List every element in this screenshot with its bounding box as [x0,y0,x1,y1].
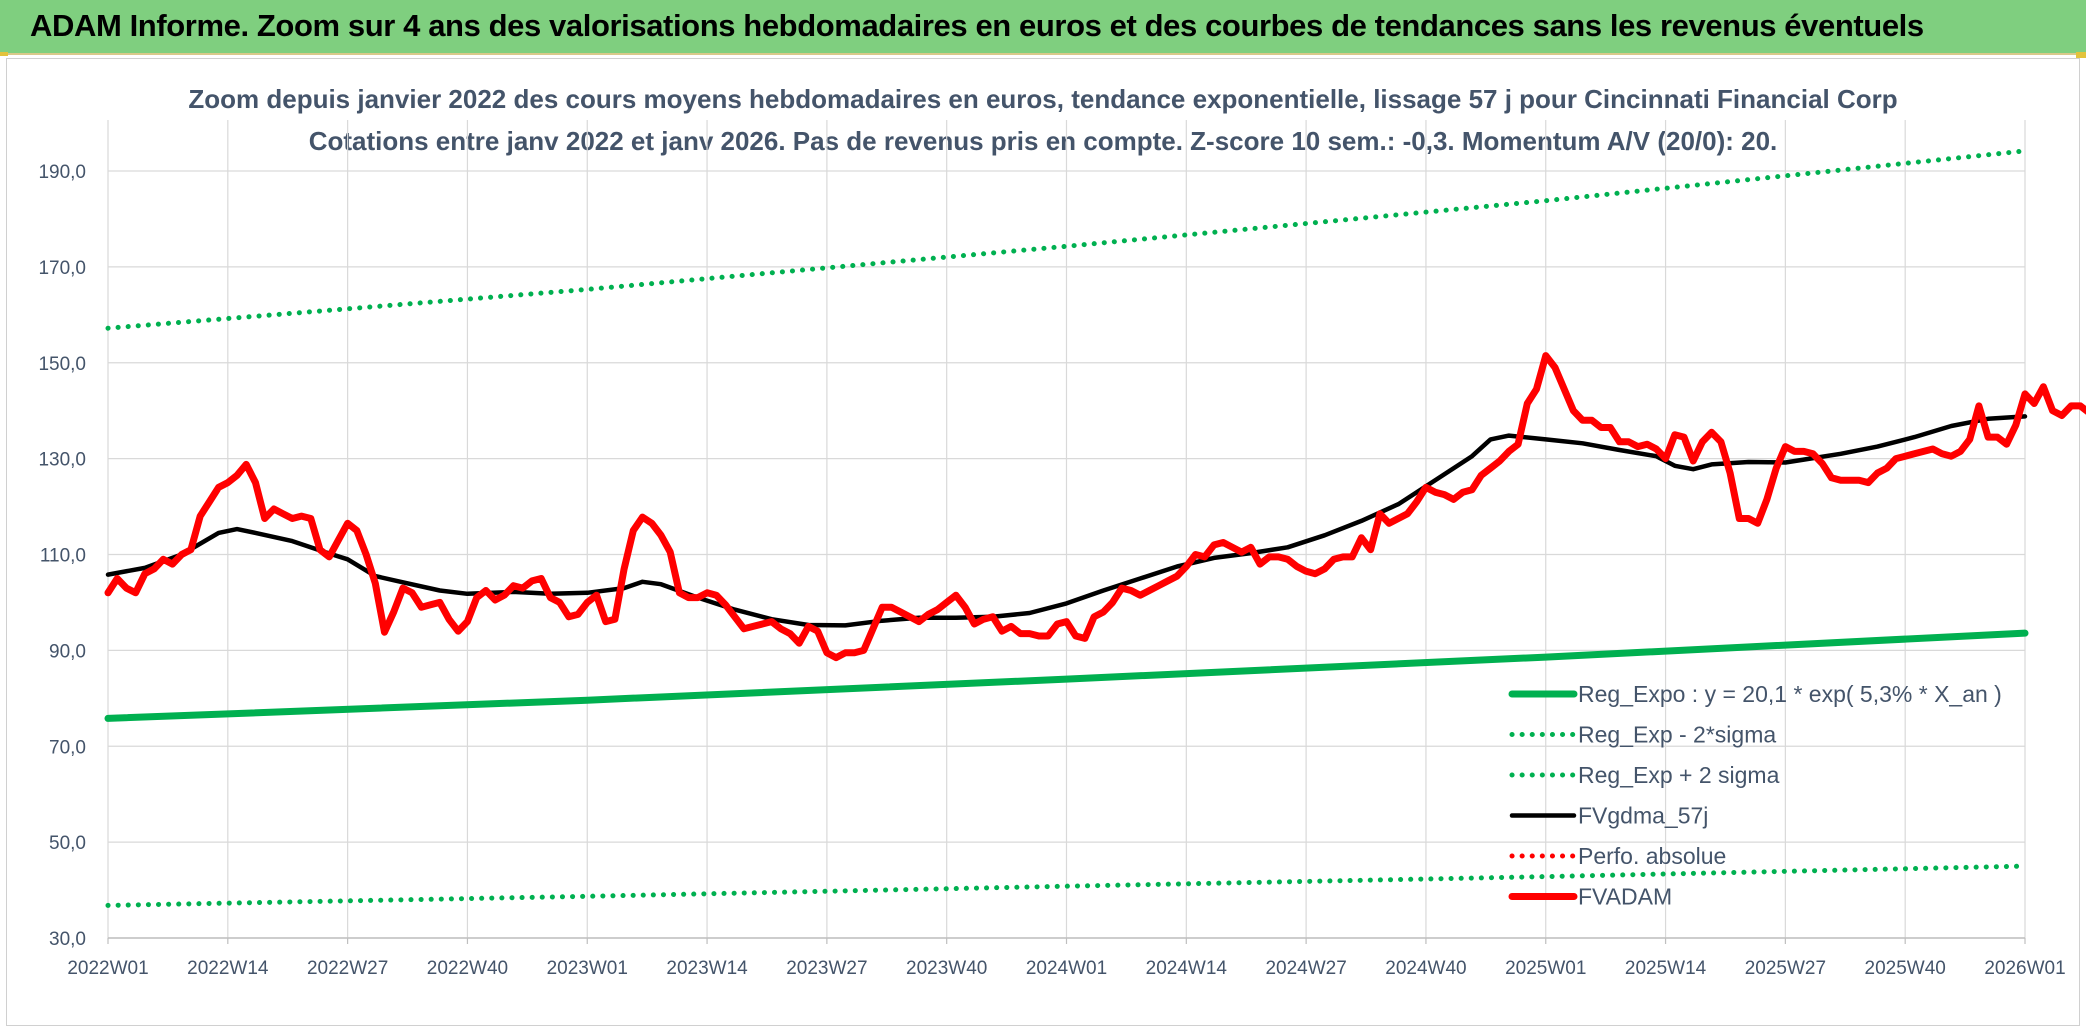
series-line-5 [104,352,2086,662]
x-tick-label: 2022W40 [427,958,508,979]
chart-grid [107,120,2026,939]
chart-frame [6,58,2080,1026]
report-banner: ADAM Informe. Zoom sur 4 ans des valoris… [0,0,2086,55]
y-tick-label: 30,0 [49,929,86,950]
legend-label-5: FVADAM [1578,884,1672,910]
x-tick-label: 2024W40 [1385,958,1466,979]
chart-legend: Reg_Expo : y = 20,1 * exp( 5,3% * X_an )… [1508,681,2002,910]
y-tick-label: 130,0 [38,450,86,471]
y-tick-label: 110,0 [40,546,86,567]
chart-title: Zoom depuis janvier 2022 des cours moyen… [188,84,1898,114]
legend-label-0: Reg_Expo : y = 20,1 * exp( 5,3% * X_an ) [1578,681,2002,707]
x-tick-label: 2024W14 [1146,958,1228,979]
x-tick-label: 2024W27 [1265,958,1346,979]
x-tick-label: 2022W01 [67,958,148,979]
x-tick-label: 2023W40 [906,958,987,979]
legend-label-4: Perfo. absolue [1578,843,1726,869]
x-tick-label: 2022W14 [187,958,269,979]
banner-corner-right [2076,52,2086,58]
y-tick-label: 70,0 [49,737,86,758]
series-line-3 [105,414,2028,628]
x-tick-label: 2023W14 [666,958,748,979]
x-tick-label: 2024W01 [1026,958,1107,979]
x-tick-label: 2022W27 [307,958,388,979]
y-tick-label: 50,0 [49,833,86,854]
x-tick-label: 2023W27 [786,958,867,979]
x-tick-label: 2025W14 [1625,958,1707,979]
series-line-0 [104,629,2029,722]
series-line-1 [105,863,2028,908]
chart-subtitle: Cotations entre janv 2022 et janv 2026. … [308,126,1778,156]
x-tick-label: 2025W01 [1505,958,1586,979]
chart-series [104,148,2086,908]
series-line-2 [105,148,2028,331]
y-tick-label: 170,0 [38,258,86,279]
chart-axes: 30,0 50,0 70,0 90,0 110,0 130,0 150,0 170,0 190,… [38,162,2065,979]
report-title: ADAM Informe. Zoom sur 4 ans des valoris… [30,8,1924,43]
legend-label-3: FVgdma_57j [1578,803,1708,829]
y-tick-label: 190,0 [38,162,86,183]
y-tick-label: 90,0 [49,641,86,662]
x-tick-label: 2023W01 [547,958,628,979]
x-tick-label: 2025W40 [1865,958,1946,979]
legend-label-1: Reg_Exp - 2*sigma [1578,722,1776,748]
legend-label-2: Reg_Exp + 2 sigma [1578,762,1780,788]
y-tick-label: 150,0 [38,354,86,375]
x-tick-label: 2026W01 [1984,958,2065,979]
x-tick-label: 2025W27 [1745,958,1826,979]
banner-corner-left [0,52,8,56]
